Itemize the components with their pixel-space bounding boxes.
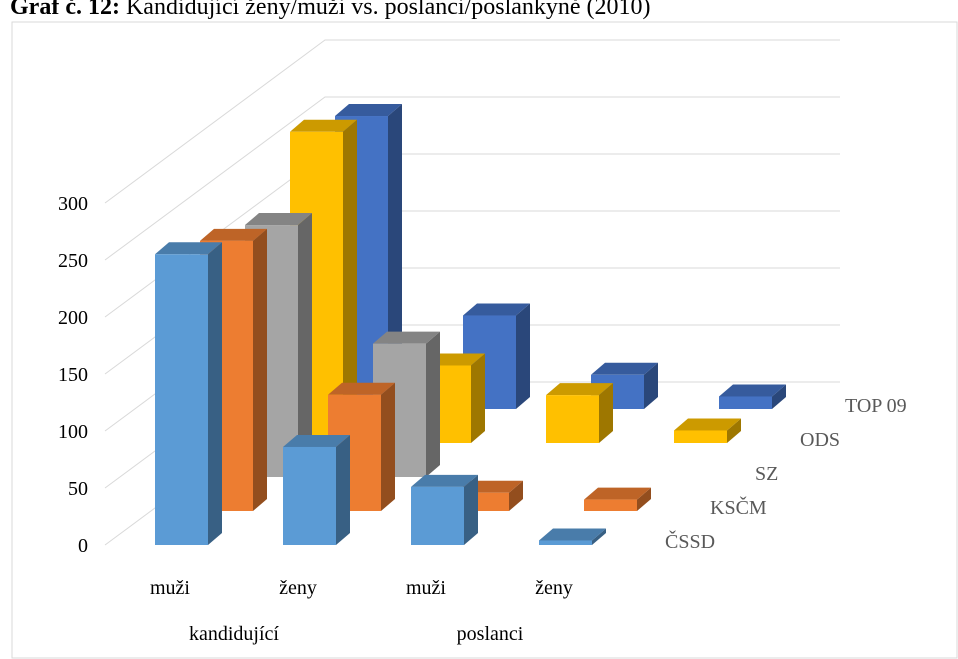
title-prefix: Graf č. 12:: [10, 0, 120, 20]
series-label: ČSSD: [665, 529, 715, 553]
bar-side: [509, 480, 523, 511]
group-label: kandidující: [189, 623, 279, 645]
bar: [283, 446, 336, 545]
bar-side: [637, 487, 651, 511]
bar-top: [283, 434, 350, 447]
bar-side: [599, 383, 613, 443]
bar-top: [674, 418, 741, 431]
bar: [584, 499, 637, 511]
bar-side: [516, 303, 530, 409]
series-label: SZ: [755, 463, 778, 485]
bar-top: [200, 228, 267, 241]
bar: [719, 396, 772, 409]
y-tick-label: 100: [58, 421, 88, 443]
bar: [411, 486, 464, 545]
x-tick-label: muži: [406, 577, 446, 599]
bar-side: [253, 228, 267, 511]
title-text: Kandidující ženy/muži vs. poslanci/posla…: [126, 0, 651, 20]
grid-line: [104, 96, 840, 261]
bar-top: [584, 487, 651, 500]
x-tick-label: ženy: [279, 577, 317, 599]
bar-side: [381, 382, 395, 511]
bar-top: [290, 119, 357, 132]
bar-top: [539, 528, 606, 541]
bar-top: [463, 303, 530, 316]
x-tick-label: muži: [150, 577, 190, 599]
y-tick-label: 150: [58, 364, 88, 386]
bar-top: [591, 362, 658, 375]
bar-side: [426, 331, 440, 477]
bar-top: [245, 213, 312, 226]
bar-side: [464, 474, 478, 545]
bar-side: [727, 418, 741, 443]
x-tick-label: ženy: [535, 577, 573, 599]
bar-side: [208, 242, 222, 546]
bar-top: [335, 104, 402, 117]
y-tick-label: 200: [58, 307, 88, 329]
bar-side: [471, 353, 485, 443]
bar: [546, 395, 599, 443]
bar-top: [155, 242, 222, 255]
bar-side: [298, 213, 312, 477]
y-tick-label: 50: [68, 478, 88, 500]
bar: [155, 254, 208, 546]
group-label: poslanci: [457, 623, 524, 645]
bar-top: [328, 382, 395, 395]
bar-top: [373, 331, 440, 344]
bar: [539, 540, 592, 545]
bar-side: [336, 434, 350, 545]
bar-top: [719, 384, 786, 397]
chart-frame: [11, 21, 958, 659]
bar-side: [592, 528, 606, 545]
bar-side: [343, 119, 357, 443]
bar-side: [644, 362, 658, 409]
bar-top: [411, 474, 478, 487]
bar-top: [546, 383, 613, 396]
series-label: KSČM: [710, 495, 767, 519]
series-label: TOP 09: [845, 395, 907, 417]
y-tick-label: 300: [58, 193, 88, 215]
bar-side: [772, 384, 786, 409]
grid-line: [104, 39, 840, 204]
bar: [674, 430, 727, 443]
series-label: ODS: [800, 429, 840, 451]
chart-title: Graf č. 12: Kandidující ženy/muži vs. po…: [10, 0, 651, 20]
y-tick-label: 250: [58, 250, 88, 272]
y-tick-label: 0: [78, 535, 88, 557]
